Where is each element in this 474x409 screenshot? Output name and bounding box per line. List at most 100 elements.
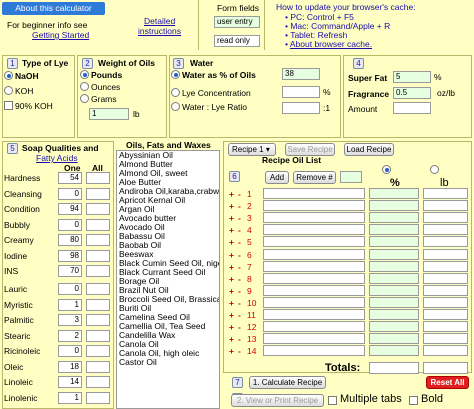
oil-list-item[interactable]: Almond Butter [119, 160, 173, 169]
water-ratio-radio[interactable] [171, 102, 180, 111]
remove-row-icon[interactable]: - [238, 273, 241, 284]
oil-list-item[interactable]: Buriti Oil [119, 304, 152, 313]
pounds-radio[interactable] [80, 70, 89, 79]
recipe-pct-input[interactable] [369, 321, 419, 333]
unit-lb-radio[interactable] [430, 165, 439, 174]
add-row-icon[interactable]: + [229, 322, 234, 333]
superfat-input[interactable]: 5 [393, 71, 431, 83]
recipe-lb-input[interactable] [423, 188, 468, 199]
multiple-tabs-checkbox[interactable] [328, 396, 337, 405]
oil-list-item[interactable]: Argan Oil [119, 205, 155, 214]
recipe-lb-input[interactable] [423, 321, 468, 333]
oil-list-item[interactable]: Almond Oil, sweet [119, 169, 188, 178]
lye-conc-input[interactable] [282, 86, 320, 98]
oil-list-item[interactable]: Babassu Oil [119, 232, 165, 241]
remove-row-icon[interactable]: - [238, 285, 241, 296]
add-row-icon[interactable]: + [229, 346, 234, 357]
recipe-lb-input[interactable] [423, 236, 468, 248]
add-row-icon[interactable]: + [229, 249, 234, 260]
remove-row-icon[interactable]: - [238, 225, 241, 236]
about-button[interactable]: About this calculator [2, 2, 105, 15]
recipe-pct-input[interactable] [369, 272, 419, 284]
remove-row-icon[interactable]: - [238, 346, 241, 357]
recipe-pct-input[interactable] [369, 236, 419, 248]
add-row-icon[interactable]: + [229, 189, 234, 199]
unit-pct-radio[interactable] [382, 165, 391, 174]
remove-row-icon[interactable]: - [238, 213, 241, 224]
oil-list-item[interactable]: Black Currant Seed Oil [119, 268, 206, 277]
instructions-link[interactable]: instructions [138, 26, 181, 36]
recipe-pct-input[interactable] [369, 212, 419, 224]
add-row-icon[interactable]: + [229, 285, 234, 296]
oil-list-item[interactable]: Camellia Oil, Tea Seed [119, 322, 206, 331]
grams-radio[interactable] [80, 94, 89, 103]
remove-row-icon[interactable]: - [238, 189, 241, 199]
oil-list-item[interactable]: Avocado Oil [119, 223, 165, 232]
koh90-checkbox[interactable] [4, 101, 13, 110]
recipe-lb-input[interactable] [423, 272, 468, 284]
oil-list-item[interactable]: Canola Oil [119, 340, 159, 349]
recipe-lb-input[interactable] [423, 248, 468, 260]
recipe-pct-input[interactable] [369, 345, 419, 357]
oil-list-item[interactable]: Avocado butter [119, 214, 177, 223]
recipe-pct-input[interactable] [369, 333, 419, 345]
add-row-icon[interactable]: + [229, 334, 234, 345]
recipe-lb-input[interactable] [423, 200, 468, 212]
oils-listbox[interactable]: Abyssinian Oil Almond Butter Almond Oil, s… [116, 150, 220, 409]
recipe-lb-input[interactable] [423, 224, 468, 236]
remove-row-icon[interactable]: - [238, 322, 241, 333]
oil-list-item[interactable]: Broccoli Seed Oil, Brassica [119, 295, 219, 304]
add-row-icon[interactable]: + [229, 225, 234, 236]
oil-list-item[interactable]: Aloe Butter [119, 178, 162, 187]
recipe-pct-input[interactable] [369, 284, 419, 296]
fatty-acids-link[interactable]: Fatty Acids [36, 153, 78, 163]
add-row-icon[interactable]: + [229, 297, 234, 308]
getting-started-link[interactable]: Getting Started [32, 30, 90, 40]
water-ratio-input[interactable] [282, 102, 320, 114]
oil-weight-input[interactable]: 1 [89, 108, 129, 120]
remove-number-input[interactable] [340, 171, 362, 183]
recipe-pct-input[interactable] [369, 188, 419, 199]
add-row-icon[interactable]: + [229, 273, 234, 284]
oil-list-item[interactable]: Canola Oil, high oleic [119, 349, 200, 358]
remove-oil-button[interactable]: Remove # [293, 171, 336, 184]
add-row-icon[interactable]: + [229, 261, 234, 272]
recipe-pct-input[interactable] [369, 200, 419, 212]
oil-list-item[interactable]: Black Cumin Seed Oil, nigella [119, 259, 219, 268]
recipe-pct-input[interactable] [369, 309, 419, 320]
recipe-pct-input[interactable] [369, 296, 419, 308]
remove-row-icon[interactable]: - [238, 334, 241, 345]
recipe-lb-input[interactable] [423, 333, 468, 345]
recipe-lb-input[interactable] [423, 309, 468, 320]
recipe-pct-input[interactable] [369, 248, 419, 260]
cache-about-link[interactable]: • About browser cache. [285, 39, 373, 49]
remove-row-icon[interactable]: - [238, 297, 241, 308]
load-recipe-button[interactable]: Load Recipe [344, 143, 394, 156]
oil-list-item[interactable]: Abyssinian Oil [119, 151, 173, 160]
oil-list-item[interactable]: Brazil Nut Oil [119, 286, 169, 295]
oil-list-item[interactable]: Candelilla Wax [119, 331, 176, 340]
oil-list-item[interactable]: Baobab Oil [119, 241, 162, 250]
recipe-lb-input[interactable] [423, 212, 468, 224]
recipe-lb-input[interactable] [423, 296, 468, 308]
water-pct-radio[interactable] [171, 70, 180, 79]
add-row-icon[interactable]: + [229, 201, 234, 212]
oil-list-item[interactable]: Camelina Seed Oil [119, 313, 190, 322]
recipe-pct-input[interactable] [369, 260, 419, 272]
fragrance-input[interactable]: 0.5 [393, 87, 431, 99]
lye-conc-radio[interactable] [171, 88, 180, 97]
recipe-lb-input[interactable] [423, 260, 468, 272]
save-recipe-button[interactable]: Save Recipe [285, 143, 335, 156]
remove-row-icon[interactable]: - [238, 201, 241, 212]
calculate-recipe-button[interactable]: 1. Calculate Recipe [249, 376, 326, 389]
remove-row-icon[interactable]: - [238, 249, 241, 260]
ounces-radio[interactable] [80, 82, 89, 91]
koh-radio[interactable] [4, 86, 13, 95]
recipe-lb-input[interactable] [423, 284, 468, 296]
oil-list-item[interactable]: Castor Oil [119, 358, 157, 367]
remove-row-icon[interactable]: - [238, 237, 241, 248]
remove-row-icon[interactable]: - [238, 261, 241, 272]
add-row-icon[interactable]: + [229, 213, 234, 224]
recipe-select[interactable]: Recipe 1 ▾ [228, 143, 276, 156]
recipe-pct-input[interactable] [369, 224, 419, 236]
